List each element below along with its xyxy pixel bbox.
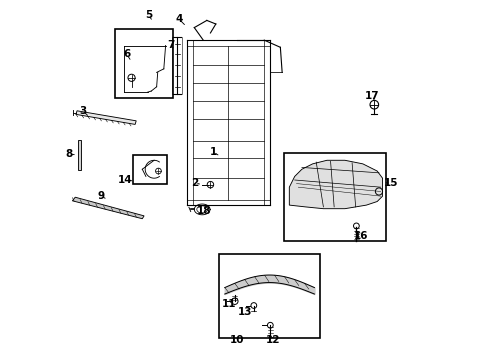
Text: 6: 6 bbox=[123, 49, 130, 59]
Polygon shape bbox=[289, 160, 382, 209]
Text: 10: 10 bbox=[229, 334, 244, 345]
Text: 8: 8 bbox=[66, 149, 73, 159]
Polygon shape bbox=[76, 111, 136, 125]
Text: 2: 2 bbox=[191, 178, 198, 188]
Text: 11: 11 bbox=[221, 300, 236, 310]
Polygon shape bbox=[72, 197, 144, 219]
Text: 1: 1 bbox=[209, 147, 217, 157]
Text: 12: 12 bbox=[265, 334, 280, 345]
Text: 14: 14 bbox=[118, 175, 132, 185]
Text: 15: 15 bbox=[383, 178, 397, 188]
Bar bbox=[284, 153, 386, 241]
Bar bbox=[78, 140, 81, 170]
Bar bbox=[115, 30, 172, 98]
Bar bbox=[219, 253, 319, 338]
Text: 13: 13 bbox=[238, 307, 252, 317]
Text: 4: 4 bbox=[175, 14, 183, 24]
Text: 16: 16 bbox=[353, 231, 368, 240]
Text: 17: 17 bbox=[364, 91, 379, 101]
Text: 3: 3 bbox=[80, 106, 86, 116]
Text: 18: 18 bbox=[196, 206, 210, 216]
Text: 7: 7 bbox=[167, 40, 175, 50]
Text: 9: 9 bbox=[97, 191, 104, 201]
Text: 5: 5 bbox=[144, 10, 152, 20]
Bar bbox=[133, 155, 167, 184]
